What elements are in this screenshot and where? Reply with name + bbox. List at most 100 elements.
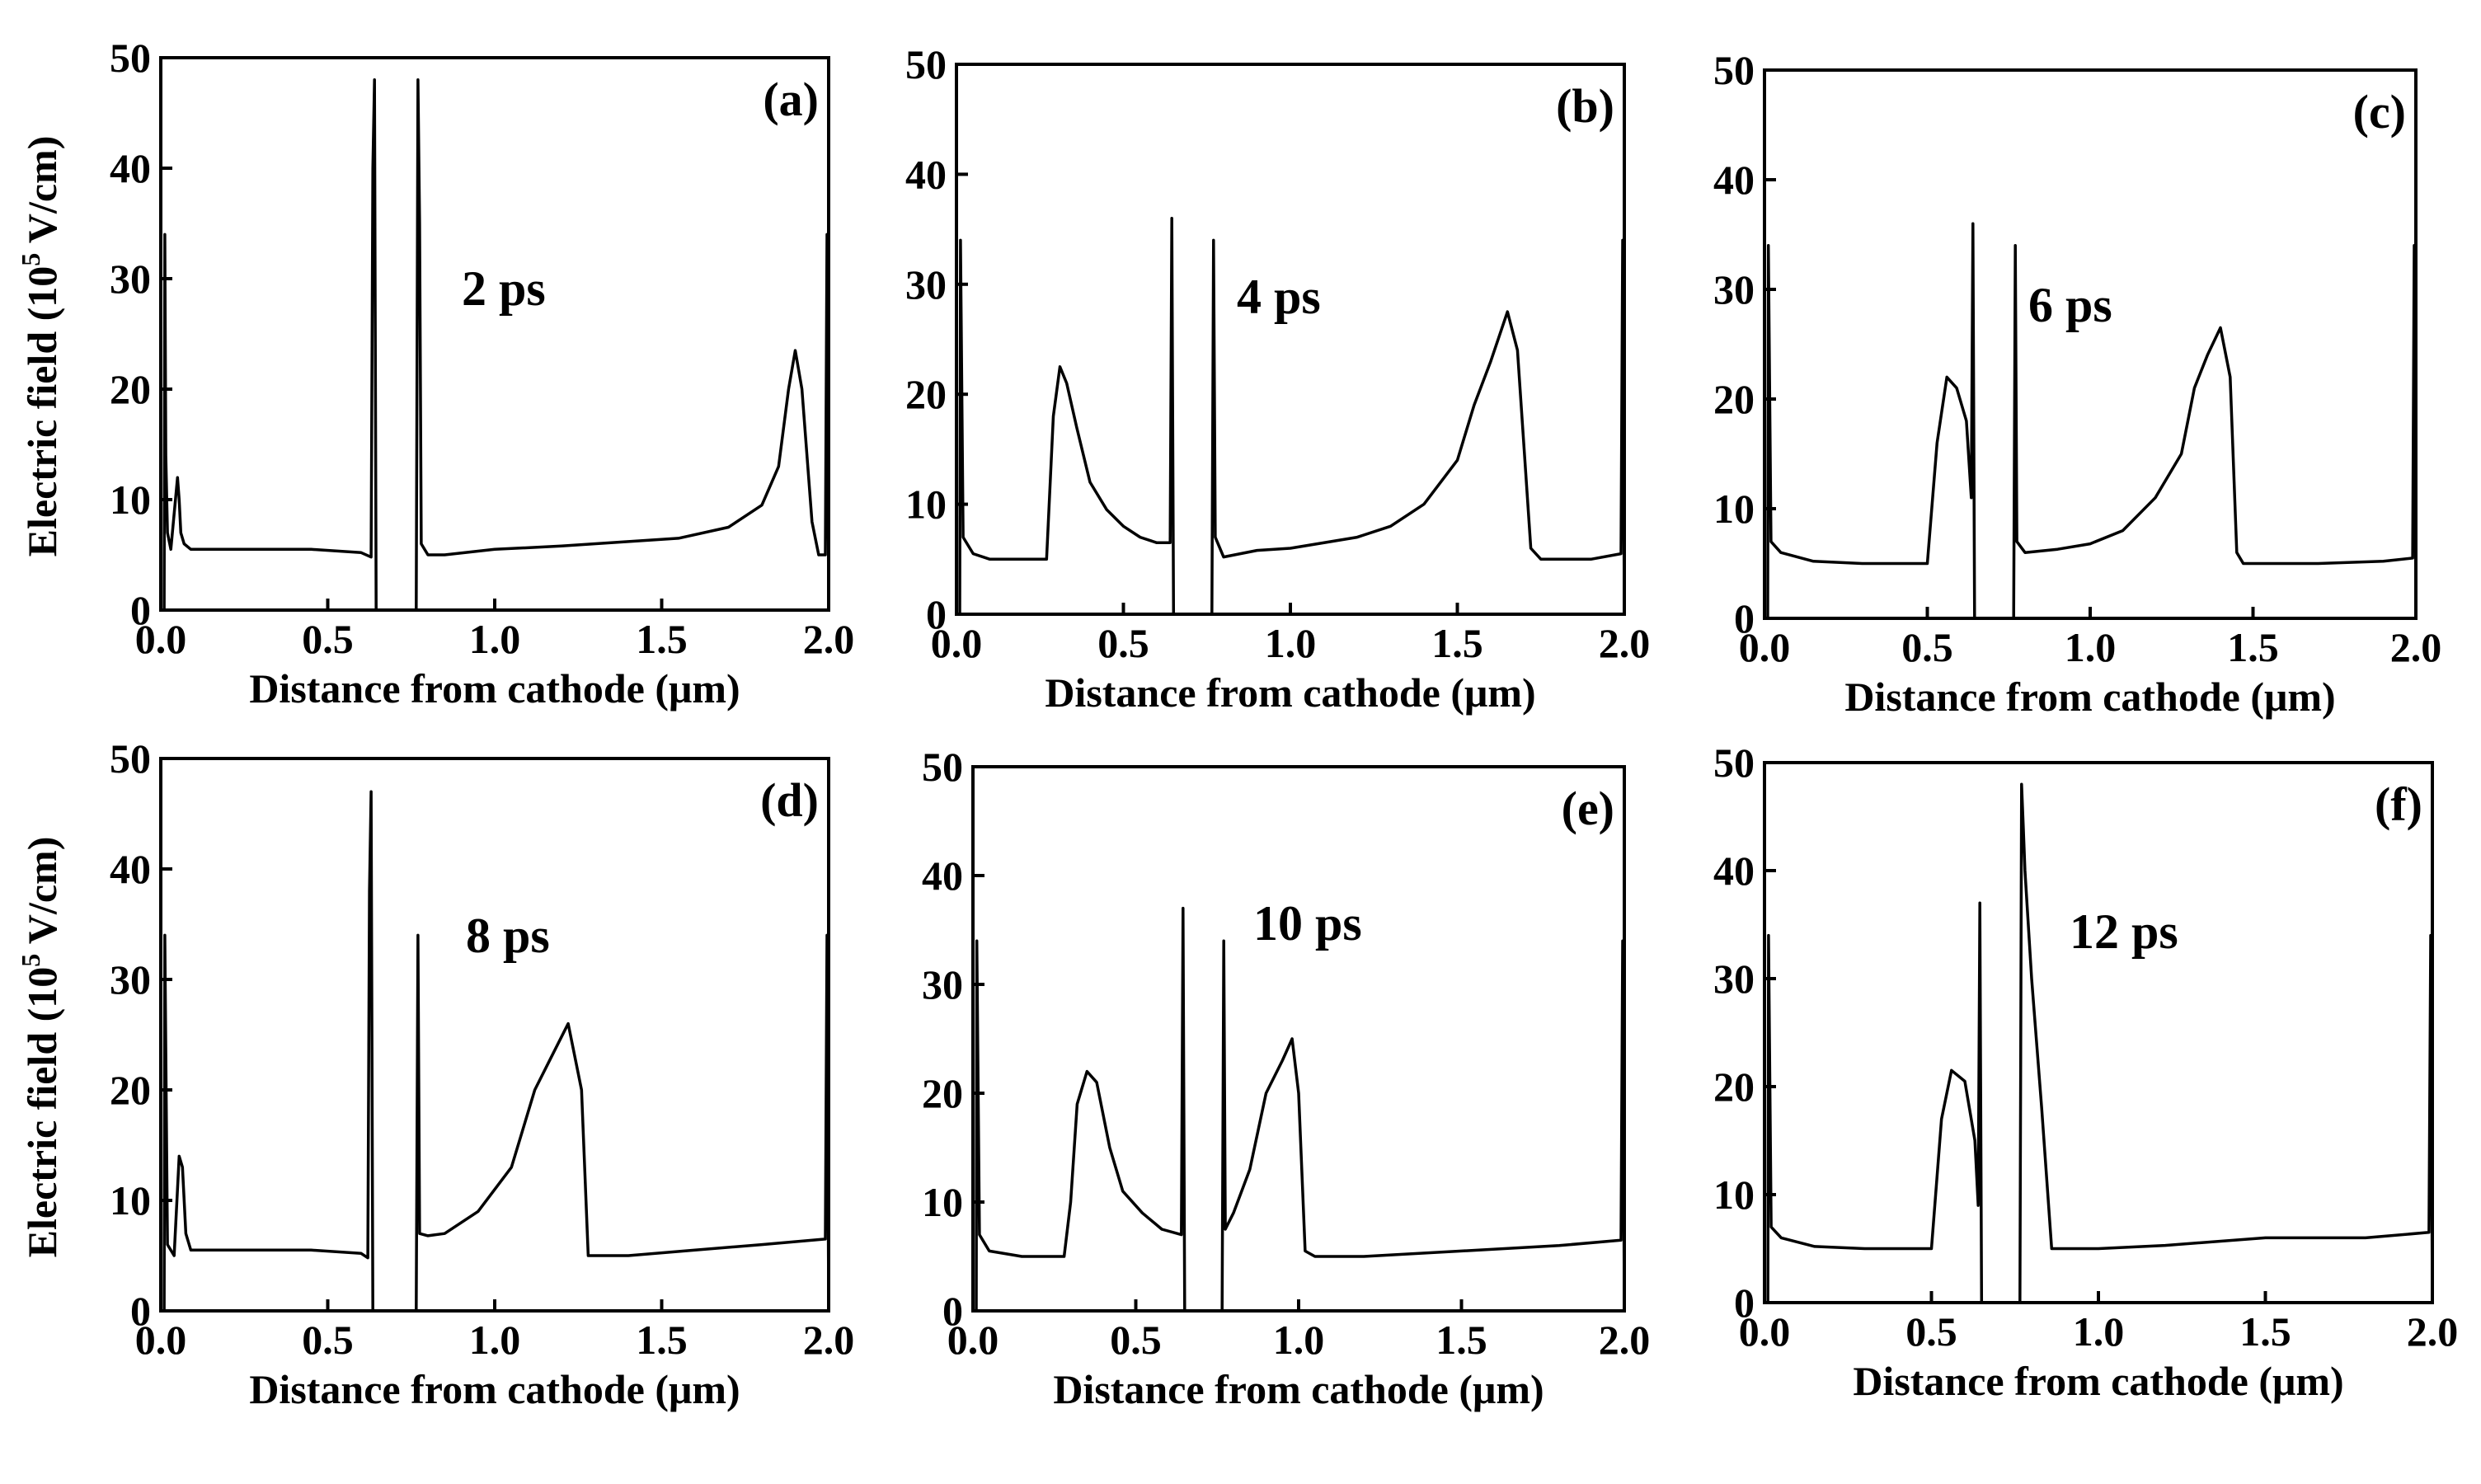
panel-d: 0.0 0.5 1.0 1.5 2.0 0 10 20 30 40 50 Distance from … xyxy=(110,735,854,1412)
x-tick-label-e-1: 0.5 xyxy=(1110,1317,1162,1363)
x-axis-title-f: Distance from cathode (μm) xyxy=(1853,1358,2343,1404)
panel-c: 0.0 0.5 1.0 1.5 2.0 0 10 20 30 40 50 Distance from … xyxy=(1713,47,2441,720)
panel-e: 0.0 0.5 1.0 1.5 2.0 0 10 20 30 40 50 Distance from … xyxy=(922,744,1650,1412)
y-tick-label-a-2: 20 xyxy=(110,366,151,412)
plot-frame-e xyxy=(971,765,1626,1313)
y-tick-label-e-2: 20 xyxy=(922,1070,963,1116)
y-tick-label-f-0: 0 xyxy=(1734,1280,1755,1326)
x-tick-label-e-0: 0.0 xyxy=(947,1317,999,1363)
y-tick-label-f-4: 40 xyxy=(1713,848,1755,894)
y-tick-label-b-5: 50 xyxy=(905,41,947,87)
panel-a: 0.0 0.5 1.0 1.5 2.0 0 10 20 30 40 50 Distance from … xyxy=(110,35,854,711)
y-tick-label-f-5: 50 xyxy=(1713,740,1755,786)
x-tick-label-c-1: 0.5 xyxy=(1901,624,1953,670)
y-tick-label-a-4: 40 xyxy=(110,145,151,191)
panel-label-a: (a) xyxy=(763,73,819,126)
panel-b: 0.0 0.5 1.0 1.5 2.0 0 10 20 30 40 50 Distance from … xyxy=(905,41,1650,716)
x-tick-label-a-3: 1.5 xyxy=(636,616,688,662)
x-tick-label-c-2: 1.0 xyxy=(2065,624,2117,670)
y-tick-label-e-4: 40 xyxy=(922,852,963,899)
x-tick-label-f-1: 0.5 xyxy=(1905,1308,1957,1355)
x-tick-label-b-0: 0.0 xyxy=(931,620,983,666)
y-tick-label-c-3: 30 xyxy=(1713,266,1755,312)
y-tick-label-c-0: 0 xyxy=(1734,595,1755,641)
y-tick-label-b-3: 30 xyxy=(905,261,947,308)
x-tick-label-b-1: 0.5 xyxy=(1097,620,1149,666)
y-tick-label-d-4: 40 xyxy=(110,846,151,892)
x-tick-label-b-2: 1.0 xyxy=(1265,620,1317,666)
x-tick-label-c-3: 1.5 xyxy=(2227,624,2279,670)
x-tick-label-c-0: 0.0 xyxy=(1739,624,1791,670)
x-axis-title-e: Distance from cathode (μm) xyxy=(1053,1366,1544,1412)
x-axis-title-d: Distance from cathode (μm) xyxy=(249,1366,740,1412)
x-tick-label-f-0: 0.0 xyxy=(1739,1308,1791,1355)
y-tick-label-d-0: 0 xyxy=(130,1288,151,1334)
x-tick-label-f-4: 2.0 xyxy=(2407,1308,2459,1355)
y-axis-title-top: Electric field (105 V/cm) xyxy=(16,136,65,557)
field-profile-line-d xyxy=(159,790,830,1313)
x-tick-label-f-2: 1.0 xyxy=(2073,1308,2125,1355)
x-tick-label-d-2: 1.0 xyxy=(469,1317,521,1363)
x-tick-label-a-1: 0.5 xyxy=(302,616,354,662)
x-tick-label-a-0: 0.0 xyxy=(135,616,187,662)
time-annotation-e: 10 ps xyxy=(1253,896,1362,951)
y-tick-label-f-1: 10 xyxy=(1713,1172,1755,1218)
field-profile-line-e xyxy=(971,906,1626,1313)
plot-frame-f xyxy=(1763,761,2434,1304)
panel-label-c: (c) xyxy=(2353,85,2406,139)
x-tick-label-e-4: 2.0 xyxy=(1599,1317,1651,1363)
x-tick-label-e-2: 1.0 xyxy=(1273,1317,1325,1363)
x-tick-label-a-4: 2.0 xyxy=(803,616,855,662)
y-tick-label-b-2: 20 xyxy=(905,371,947,417)
y-tick-label-c-1: 10 xyxy=(1713,486,1755,532)
time-annotation-f: 12 ps xyxy=(2070,904,2178,959)
x-tick-label-e-3: 1.5 xyxy=(1436,1317,1487,1363)
y-tick-label-a-0: 0 xyxy=(130,587,151,633)
x-tick-label-b-3: 1.5 xyxy=(1431,620,1483,666)
x-tick-label-d-3: 1.5 xyxy=(636,1317,688,1363)
y-tick-label-b-1: 10 xyxy=(905,481,947,528)
x-axis-title-c: Distance from cathode (μm) xyxy=(1844,674,2335,720)
y-tick-label-a-5: 50 xyxy=(110,35,151,81)
y-tick-label-b-0: 0 xyxy=(926,591,947,637)
y-tick-label-f-3: 30 xyxy=(1713,956,1755,1002)
y-tick-label-a-1: 10 xyxy=(110,477,151,523)
time-annotation-a: 2 ps xyxy=(462,261,546,316)
x-axis-title-b: Distance from cathode (μm) xyxy=(1045,669,1535,716)
panel-label-e: (e) xyxy=(1562,782,1614,835)
field-profile-line-a xyxy=(159,78,830,612)
y-tick-label-b-4: 40 xyxy=(905,151,947,197)
x-tick-label-d-4: 2.0 xyxy=(803,1317,855,1363)
y-tick-label-c-4: 40 xyxy=(1713,157,1755,203)
time-annotation-b: 4 ps xyxy=(1237,270,1321,324)
x-tick-label-d-1: 0.5 xyxy=(302,1317,354,1363)
y-tick-label-c-5: 50 xyxy=(1713,47,1755,93)
x-tick-label-c-4: 2.0 xyxy=(2390,624,2442,670)
y-tick-label-d-1: 10 xyxy=(110,1177,151,1223)
y-tick-label-e-5: 50 xyxy=(922,744,963,790)
y-tick-label-f-2: 20 xyxy=(1713,1064,1755,1110)
y-tick-label-c-2: 20 xyxy=(1713,376,1755,422)
y-tick-label-e-1: 10 xyxy=(922,1179,963,1225)
y-axis-title-bottom: Electric field (105 V/cm) xyxy=(16,837,65,1258)
plot-frame-d xyxy=(159,757,830,1313)
time-annotation-d: 8 ps xyxy=(466,909,550,963)
panel-label-f: (f) xyxy=(2375,777,2422,831)
x-tick-label-b-4: 2.0 xyxy=(1599,620,1651,666)
y-tick-label-d-5: 50 xyxy=(110,735,151,782)
time-annotation-c: 6 ps xyxy=(2028,278,2112,332)
x-axis-title-a: Distance from cathode (μm) xyxy=(249,665,740,711)
x-tick-label-d-0: 0.0 xyxy=(135,1317,187,1363)
y-tick-label-e-0: 0 xyxy=(942,1288,963,1334)
panel-label-d: (d) xyxy=(760,773,819,827)
plot-frame-c xyxy=(1763,68,2418,620)
x-tick-label-a-2: 1.0 xyxy=(469,616,521,662)
panel-f: 0.0 0.5 1.0 1.5 2.0 0 10 20 30 40 50 Distance from … xyxy=(1713,740,2458,1404)
y-tick-label-a-3: 30 xyxy=(110,256,151,302)
field-profile-line-c xyxy=(1763,222,2418,620)
y-tick-label-e-3: 30 xyxy=(922,961,963,1007)
panel-label-b: (b) xyxy=(1556,79,1614,133)
field-profile-line-f xyxy=(1763,782,2434,1304)
field-profile-line-b xyxy=(955,217,1626,616)
